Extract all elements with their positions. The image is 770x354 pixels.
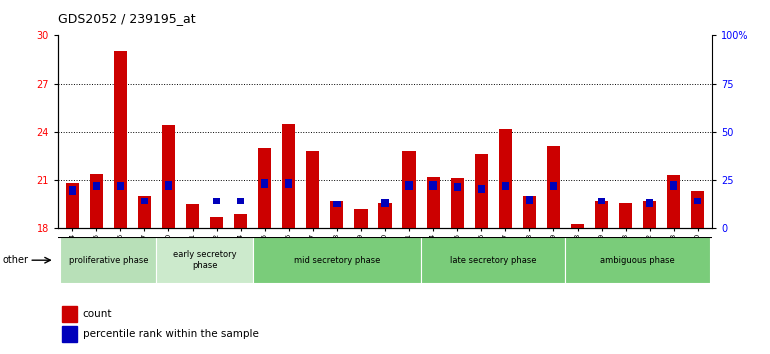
Text: percentile rank within the sample: percentile rank within the sample bbox=[83, 330, 259, 339]
Bar bbox=[306, 151, 320, 228]
Bar bbox=[550, 182, 557, 190]
Text: early secretory
phase: early secretory phase bbox=[172, 251, 236, 270]
Bar bbox=[65, 183, 79, 228]
Bar bbox=[646, 199, 653, 207]
Bar bbox=[141, 198, 148, 204]
Bar bbox=[62, 306, 77, 321]
Bar bbox=[156, 237, 253, 283]
Bar bbox=[165, 181, 172, 190]
Bar bbox=[477, 185, 485, 193]
Bar bbox=[454, 183, 460, 192]
Text: other: other bbox=[2, 255, 28, 265]
Bar bbox=[547, 146, 560, 228]
Bar bbox=[162, 125, 175, 228]
Bar bbox=[691, 192, 705, 228]
Bar bbox=[381, 199, 389, 207]
Bar bbox=[450, 178, 464, 228]
Text: mid secretory phase: mid secretory phase bbox=[293, 256, 380, 265]
Bar bbox=[253, 237, 421, 283]
Bar bbox=[210, 217, 223, 228]
Text: count: count bbox=[83, 309, 112, 319]
Bar bbox=[285, 179, 293, 188]
Bar bbox=[406, 181, 413, 190]
Bar bbox=[213, 198, 220, 204]
Bar bbox=[333, 201, 340, 207]
Bar bbox=[502, 182, 509, 190]
Bar bbox=[92, 182, 100, 190]
Bar bbox=[60, 237, 156, 283]
Bar bbox=[354, 209, 367, 228]
Bar bbox=[598, 198, 605, 204]
Bar bbox=[234, 214, 247, 228]
Bar bbox=[619, 202, 632, 228]
Bar bbox=[643, 201, 656, 228]
Bar bbox=[261, 179, 268, 188]
Bar bbox=[237, 198, 244, 204]
Bar bbox=[427, 177, 440, 228]
Text: late secretory phase: late secretory phase bbox=[450, 256, 537, 265]
Bar bbox=[258, 148, 271, 228]
Text: GDS2052 / 239195_at: GDS2052 / 239195_at bbox=[58, 12, 196, 25]
Bar bbox=[117, 182, 124, 190]
Bar bbox=[330, 201, 343, 228]
Bar bbox=[186, 204, 199, 228]
Bar bbox=[474, 154, 488, 228]
Bar bbox=[403, 151, 416, 228]
Bar bbox=[695, 198, 701, 204]
Bar bbox=[499, 129, 512, 228]
Bar bbox=[565, 237, 710, 283]
Text: ambiguous phase: ambiguous phase bbox=[601, 256, 675, 265]
Bar bbox=[378, 202, 392, 228]
Bar bbox=[282, 124, 296, 228]
Bar bbox=[571, 223, 584, 228]
Text: proliferative phase: proliferative phase bbox=[69, 256, 148, 265]
Bar bbox=[421, 237, 565, 283]
Bar bbox=[523, 196, 536, 228]
Bar bbox=[89, 174, 103, 228]
Bar bbox=[69, 186, 75, 195]
Bar bbox=[667, 175, 681, 228]
Bar bbox=[62, 326, 77, 342]
Bar bbox=[138, 196, 151, 228]
Bar bbox=[526, 196, 533, 204]
Bar bbox=[430, 181, 437, 190]
Bar bbox=[114, 51, 127, 228]
Bar bbox=[595, 201, 608, 228]
Bar bbox=[670, 181, 678, 190]
